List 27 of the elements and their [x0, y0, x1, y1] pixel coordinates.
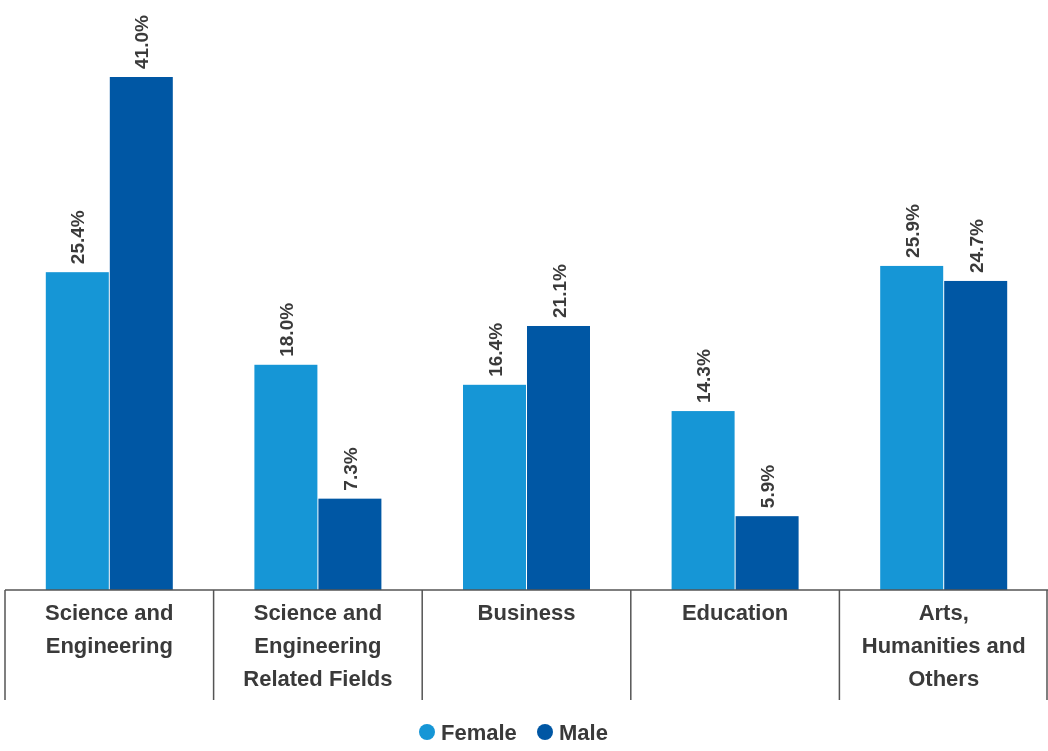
x-tick-label: Business	[477, 600, 576, 625]
data-label: 7.3%	[339, 447, 361, 491]
data-label: 14.3%	[693, 349, 715, 404]
bar	[735, 516, 799, 590]
bar	[109, 77, 173, 590]
x-tick-label: Science and Engineering	[45, 600, 174, 658]
data-label: 18.0%	[275, 302, 297, 357]
data-label: 25.4%	[67, 210, 89, 265]
bar	[527, 325, 590, 590]
x-tick-label: Education	[681, 600, 789, 625]
x-tick-label: Arts, Humanities and Others	[861, 600, 1026, 691]
data-label: 21.1%	[548, 264, 570, 318]
data-label: 25.9%	[901, 203, 923, 258]
data-label: 24.7%	[965, 218, 987, 273]
bar	[318, 498, 382, 590]
bar	[944, 280, 1008, 590]
bar	[671, 411, 735, 590]
legend-label: Female	[441, 720, 517, 745]
data-label: 16.4%	[484, 322, 506, 377]
bar	[880, 265, 944, 590]
data-label: 5.9%	[757, 464, 779, 509]
bar	[254, 364, 318, 590]
bar	[45, 272, 109, 590]
x-tick-label: Science and Engineering Related Fields	[243, 600, 393, 691]
legend-label: Male	[559, 720, 608, 745]
bar	[463, 384, 526, 590]
data-label: 41.0%	[131, 15, 153, 69]
